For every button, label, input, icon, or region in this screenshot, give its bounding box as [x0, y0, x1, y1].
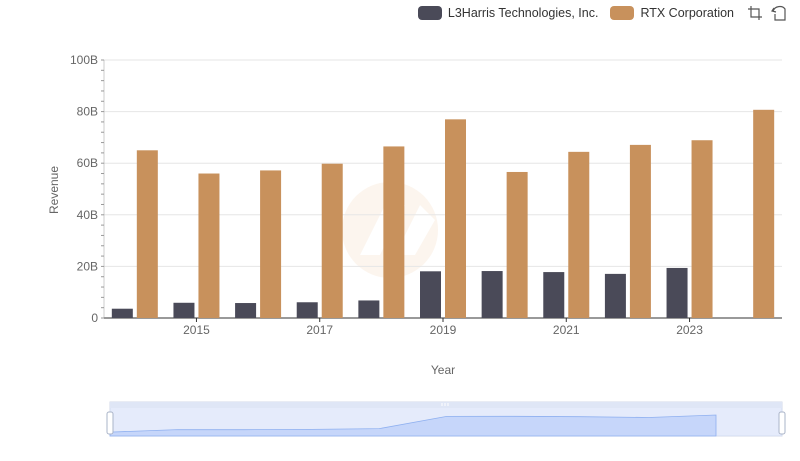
legend-item-rtx[interactable]: RTX Corporation: [610, 6, 734, 20]
y-tick-label: 0: [91, 311, 98, 325]
zoom-top-bar[interactable]: [110, 402, 782, 408]
bar-rtx-2018[interactable]: [383, 146, 405, 318]
x-tick-label: 2021: [553, 323, 580, 337]
legend-swatch-rtx: [610, 6, 635, 20]
bar-rtx-2017[interactable]: [321, 163, 343, 318]
bar-l3harris-2022[interactable]: [604, 273, 626, 318]
y-tick-label: 80B: [77, 105, 98, 119]
bar-l3harris-2021[interactable]: [543, 272, 565, 318]
bars: [111, 109, 775, 318]
bar-l3harris-2016[interactable]: [235, 303, 257, 318]
bar-l3harris-2023[interactable]: [666, 267, 688, 318]
y-tick-label: 40B: [77, 208, 98, 222]
bar-rtx-2015[interactable]: [198, 173, 220, 318]
y-tick-label: 100B: [70, 53, 98, 67]
bar-l3harris-2014[interactable]: [111, 308, 133, 318]
legend: L3Harris Technologies, Inc. RTX Corporat…: [417, 4, 788, 22]
x-axis: 2015 2017 2019 2021 2023: [183, 318, 703, 337]
legend-swatch-l3harris: [417, 6, 442, 20]
bar-l3harris-2019[interactable]: [420, 271, 441, 318]
zoom-right-handle[interactable]: [778, 411, 786, 435]
bar-rtx-2022[interactable]: [629, 144, 651, 318]
x-axis-title: Year: [431, 363, 455, 377]
zoom-top-grip-icon[interactable]: [441, 403, 449, 406]
x-tick-label: 2023: [676, 323, 703, 337]
bar-rtx-2023[interactable]: [691, 140, 713, 318]
bar-l3harris-2018[interactable]: [358, 300, 380, 318]
bar-rtx-2020[interactable]: [506, 171, 528, 318]
x-tick-label: 2015: [183, 323, 210, 337]
legend-label-rtx: RTX Corporation: [640, 6, 734, 20]
bar-rtx-2021[interactable]: [568, 151, 590, 318]
x-tick-label: 2019: [430, 323, 457, 337]
legend-item-l3harris[interactable]: L3Harris Technologies, Inc.: [417, 6, 599, 20]
bar-l3harris-2015[interactable]: [173, 302, 195, 318]
legend-label-l3harris: L3Harris Technologies, Inc.: [447, 6, 599, 20]
x-tick-label: 2017: [306, 323, 333, 337]
zoom-preview-area: [109, 414, 717, 437]
bar-rtx-2016[interactable]: [260, 170, 282, 318]
bar-l3harris-2020[interactable]: [481, 271, 503, 318]
data-zoom-slider[interactable]: [106, 401, 786, 437]
bar-rtx-2014[interactable]: [136, 150, 158, 318]
bar-l3harris-2017[interactable]: [296, 302, 318, 318]
y-axis-title: Revenue: [47, 166, 61, 214]
y-axis: 0 20B 40B 60B 80B 100B: [70, 53, 105, 325]
zoom-left-handle[interactable]: [106, 411, 114, 435]
y-tick-label: 60B: [77, 156, 98, 170]
bar-rtx-2024[interactable]: [753, 109, 775, 318]
restore-icon[interactable]: [770, 4, 788, 22]
bar-rtx-2019[interactable]: [445, 119, 466, 318]
zoom-icon[interactable]: [746, 4, 764, 22]
y-tick-label: 20B: [77, 259, 98, 273]
